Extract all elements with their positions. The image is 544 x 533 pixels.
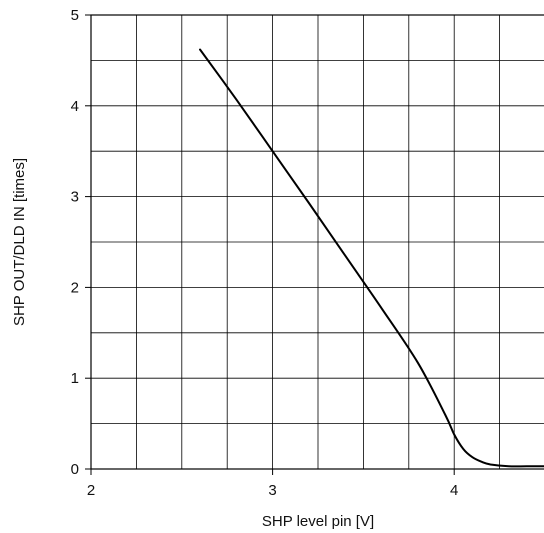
y-tick-label: 2 [71,279,79,296]
y-tick-label: 1 [71,370,79,387]
y-axis-ticks: 0 1 2 3 4 5 [71,7,91,478]
series-line [199,48,544,468]
x-tick-label: 2 [87,482,95,499]
y-tick-label: 0 [71,461,79,478]
plot-frame [90,14,544,470]
x-axis-label: SHP level pin [V] [262,513,374,530]
y-axis-label: SHP OUT/DLD IN [times] [11,158,28,326]
grid [91,15,544,469]
x-tick-label: 4 [450,482,458,499]
y-tick-label: 5 [71,7,79,24]
series-group [199,48,544,468]
y-tick-label: 3 [71,189,79,206]
x-tick-label: 3 [268,482,276,499]
x-axis-ticks: 2 3 4 [87,469,458,499]
y-tick-label: 4 [71,98,79,115]
